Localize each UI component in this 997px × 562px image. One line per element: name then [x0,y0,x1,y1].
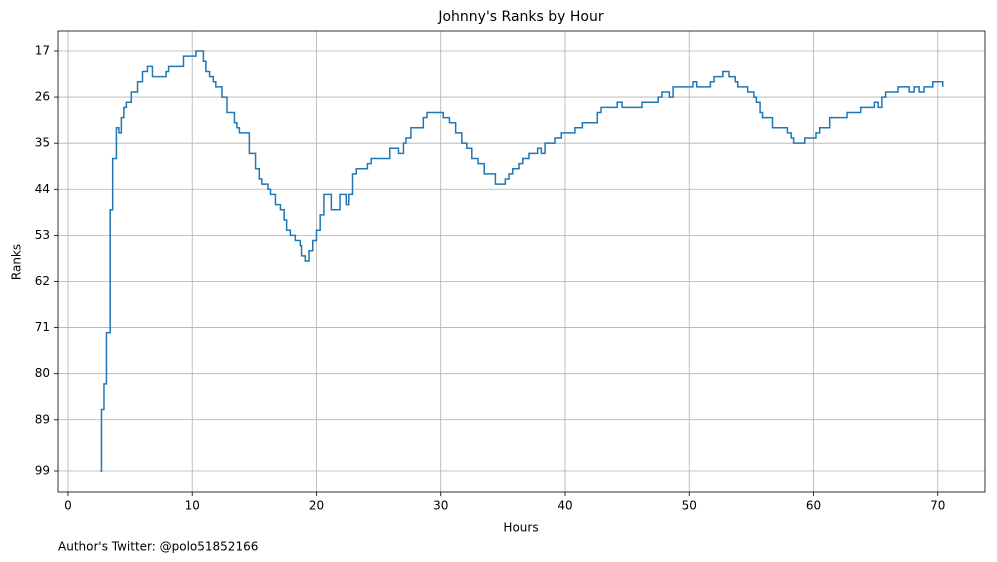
y-tick-label: 71 [35,320,50,334]
y-tick-label: 53 [35,228,50,242]
x-tick-label: 10 [185,499,200,513]
y-axis-label: Ranks [10,244,24,280]
y-tick-label: 35 [35,136,50,150]
x-tick-label: 50 [682,499,697,513]
x-tick-label: 30 [433,499,448,513]
x-tick-label: 0 [64,499,72,513]
y-tick-label: 62 [35,274,50,288]
footnote: Author's Twitter: @polo51852166 [58,540,258,554]
y-tick-label: 26 [35,90,50,104]
x-tick-label: 70 [930,499,945,513]
y-tick-label: 80 [35,366,50,380]
y-tick-label: 89 [35,412,50,426]
y-tick-label: 17 [35,43,50,57]
x-axis-label: Hours [503,521,538,535]
x-tick-label: 60 [806,499,821,513]
y-tick-label: 44 [35,182,50,196]
plot-frame [57,30,986,493]
x-tick-label: 20 [309,499,324,513]
x-tick-label: 40 [557,499,572,513]
chart-title: Johnny's Ranks by Hour [437,9,604,25]
rank-line [100,50,944,472]
y-tick-label: 99 [35,463,50,477]
